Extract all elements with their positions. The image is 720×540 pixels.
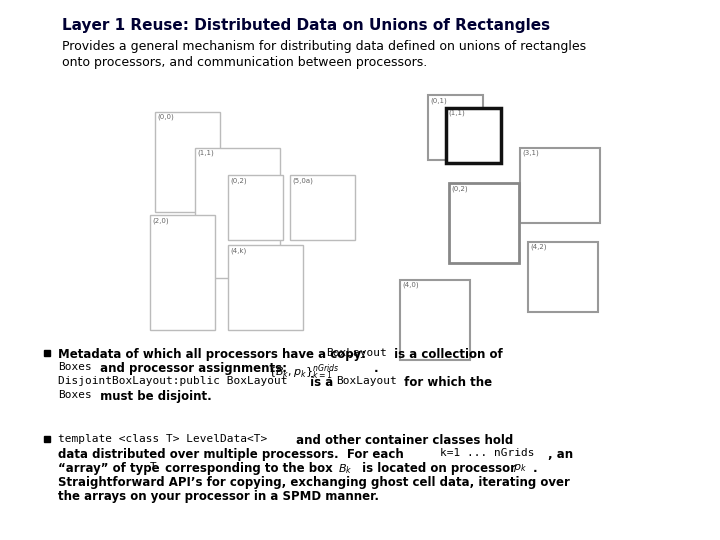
Text: (4,0): (4,0): [402, 282, 418, 288]
Text: $\{B_k, p_k\}_{k=1}^{nGrids}$: $\{B_k, p_k\}_{k=1}^{nGrids}$: [268, 362, 339, 382]
Text: BoxLayout: BoxLayout: [326, 348, 387, 358]
Text: (4,2): (4,2): [530, 244, 546, 251]
Bar: [228, 175, 283, 240]
Text: and other container classes hold: and other container classes hold: [292, 434, 513, 447]
Bar: [528, 242, 598, 312]
Text: (2,0): (2,0): [152, 217, 168, 224]
Text: data distributed over multiple processors.  For each: data distributed over multiple processor…: [58, 448, 408, 461]
Bar: [290, 175, 355, 240]
Bar: [520, 148, 600, 223]
Bar: [228, 245, 303, 330]
Text: k=1 ... nGrids: k=1 ... nGrids: [440, 448, 534, 458]
Text: and processor assignments:: and processor assignments:: [96, 362, 291, 375]
Bar: [400, 280, 470, 360]
Text: $p_k$: $p_k$: [513, 462, 527, 474]
Bar: [428, 95, 483, 160]
Text: BoxLayout: BoxLayout: [336, 376, 397, 386]
Text: (3,1): (3,1): [522, 150, 539, 157]
Text: (0,2): (0,2): [451, 185, 467, 192]
Text: Provides a general mechanism for distributing data defined on unions of rectangl: Provides a general mechanism for distrib…: [62, 40, 586, 53]
Bar: [446, 108, 501, 163]
Text: (1,1): (1,1): [448, 110, 464, 117]
Text: is a: is a: [306, 376, 338, 389]
Text: “array” of type: “array” of type: [58, 462, 163, 475]
Bar: [44, 436, 50, 442]
Text: is a collection of: is a collection of: [390, 348, 503, 361]
Text: corresponding to the box: corresponding to the box: [161, 462, 337, 475]
Bar: [195, 148, 280, 278]
Text: Metadata of which all processors have a copy:: Metadata of which all processors have a …: [58, 348, 370, 361]
Text: Boxes: Boxes: [58, 362, 91, 372]
Text: (0,1): (0,1): [430, 97, 446, 104]
Text: (5,0a): (5,0a): [292, 177, 313, 184]
Text: (0,2): (0,2): [230, 177, 247, 184]
Text: .: .: [533, 462, 538, 475]
Bar: [155, 112, 220, 212]
Bar: [449, 183, 519, 263]
Text: Straightforward API’s for copying, exchanging ghost cell data, iterating over: Straightforward API’s for copying, excha…: [58, 476, 570, 489]
Text: , an: , an: [548, 448, 573, 461]
Text: onto processors, and communication between processors.: onto processors, and communication betwe…: [62, 56, 427, 69]
Text: (1,1): (1,1): [197, 150, 214, 157]
Text: the arrays on your processor in a SPMD manner.: the arrays on your processor in a SPMD m…: [58, 490, 379, 503]
Text: Boxes: Boxes: [58, 390, 91, 400]
Text: Layer 1 Reuse: Distributed Data on Unions of Rectangles: Layer 1 Reuse: Distributed Data on Union…: [62, 18, 550, 33]
Text: $B_k$: $B_k$: [338, 462, 352, 476]
Text: is located on processor: is located on processor: [358, 462, 520, 475]
Text: (4,k): (4,k): [230, 247, 246, 253]
Text: must be disjoint.: must be disjoint.: [96, 390, 212, 403]
Text: DisjointBoxLayout:public BoxLayout: DisjointBoxLayout:public BoxLayout: [58, 376, 287, 386]
Text: (0,0): (0,0): [157, 114, 174, 120]
Bar: [150, 215, 215, 330]
Bar: [44, 350, 50, 356]
Text: template <class T> LevelData<T>: template <class T> LevelData<T>: [58, 434, 267, 444]
Text: .: .: [374, 362, 379, 375]
Text: for which the: for which the: [400, 376, 492, 389]
Text: T: T: [150, 462, 157, 472]
